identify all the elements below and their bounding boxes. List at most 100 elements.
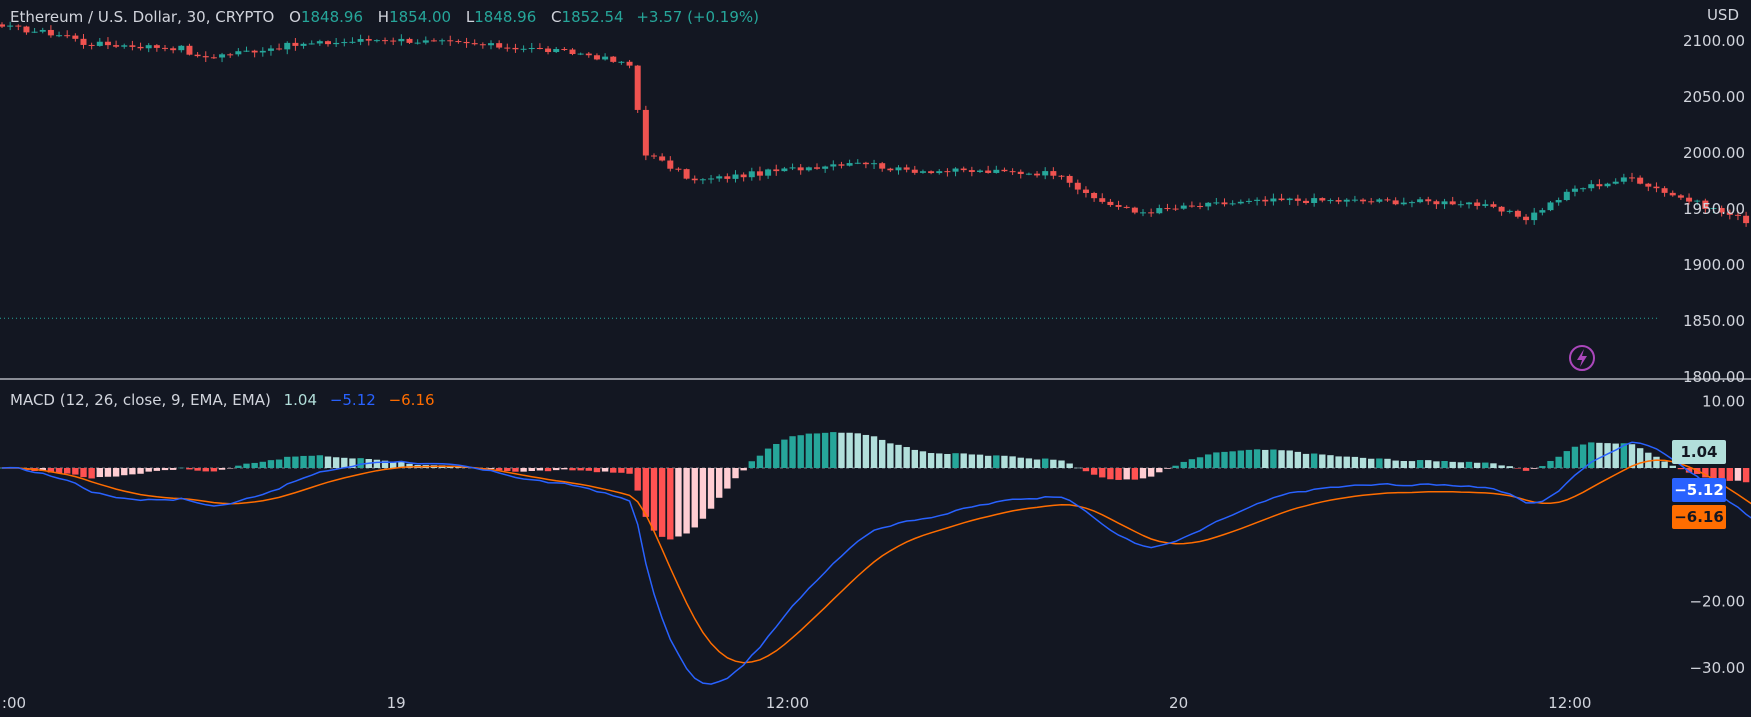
histogram-bar (585, 468, 592, 471)
macd-legend-macd: −5.12 (329, 391, 376, 409)
macd-tick-label: 10.00 (1702, 392, 1745, 410)
histogram-bar (699, 468, 707, 519)
histogram-bar (781, 439, 788, 468)
histogram-bar (1425, 460, 1432, 468)
histogram-bar (1359, 457, 1367, 468)
candle-body (985, 170, 992, 173)
histogram-bar (1620, 443, 1628, 468)
histogram-bar (1147, 468, 1155, 477)
candle-body (56, 35, 63, 37)
histogram-bar (520, 468, 527, 472)
histogram-bar (544, 468, 552, 472)
macd-legend-hist: 1.04 (283, 391, 318, 409)
lightning-icon[interactable] (1569, 345, 1595, 371)
candle-body (1449, 201, 1456, 205)
candle-body (1457, 204, 1464, 206)
histogram-bar (1172, 465, 1179, 468)
histogram-bar (903, 447, 910, 468)
candle-body (1498, 206, 1505, 212)
candle-body (1123, 206, 1130, 208)
histogram-bar (634, 468, 641, 491)
candle-body (1596, 184, 1603, 187)
candle-body (104, 41, 111, 46)
histogram-bar (137, 468, 144, 474)
macd-title[interactable]: MACD (12, 26, close, 9, EMA, EMA) (10, 391, 271, 409)
candle-body (781, 168, 788, 172)
histogram-bar (398, 461, 405, 468)
candle-body (1107, 201, 1114, 206)
candle-body (748, 171, 755, 178)
candle-body (1441, 201, 1448, 205)
candle-body (341, 42, 348, 44)
candle-body (1343, 199, 1350, 202)
histogram-bar (1400, 461, 1407, 468)
candle-body (1311, 198, 1318, 204)
candle-body (1726, 212, 1733, 215)
histogram-bar (96, 468, 103, 478)
histogram-bar (1107, 468, 1114, 480)
candle-body (862, 162, 869, 165)
candle-body (1066, 175, 1073, 183)
candle-body (805, 167, 812, 171)
candle-body (1131, 207, 1138, 213)
candle-body (1017, 171, 1024, 175)
candle-body (1580, 188, 1587, 190)
candle-body (708, 178, 715, 180)
candle-body (1571, 188, 1578, 192)
candle-body (259, 50, 266, 53)
candle-body (1156, 208, 1163, 214)
candle-body (23, 26, 30, 33)
candle-body (756, 171, 763, 176)
candle-body (667, 160, 674, 169)
candle-body (1637, 177, 1644, 184)
histogram-bar (1596, 442, 1603, 468)
histogram-bar (756, 455, 764, 468)
histogram-bar (275, 459, 283, 468)
histogram-bar (487, 468, 495, 469)
candle-body (1669, 192, 1676, 196)
candle-body (390, 40, 397, 42)
price-tick-label: 1850.00 (1683, 312, 1745, 330)
histogram-bar (1066, 463, 1073, 468)
histogram-bar (495, 468, 503, 471)
histogram-bar (895, 444, 902, 468)
histogram-bar (72, 468, 79, 475)
candle-body (1001, 169, 1008, 172)
candle-body (993, 169, 1000, 173)
candle-body (170, 48, 177, 51)
time-tick-label: 19 (387, 694, 406, 712)
histogram-bar (536, 468, 544, 471)
candle-body (1335, 200, 1342, 202)
candle-body (430, 40, 437, 42)
candle-body (789, 167, 796, 169)
histogram-bar (1262, 449, 1269, 468)
histogram-bar (650, 468, 658, 531)
candle-body (1612, 181, 1619, 184)
histogram-bar (1563, 451, 1570, 468)
histogram-bar (561, 468, 568, 470)
histogram-bar (1074, 467, 1081, 469)
histogram-bar (332, 457, 340, 468)
histogram-bar (1245, 449, 1253, 468)
candle-body (504, 47, 511, 49)
histogram-bar (1050, 459, 1057, 468)
candle-body (1115, 205, 1122, 207)
currency-label[interactable]: USD (1706, 6, 1739, 24)
histogram-bar (952, 453, 959, 468)
price-tick-label: 1800.00 (1683, 368, 1745, 386)
candle-body (276, 48, 283, 50)
candle-body (113, 45, 120, 47)
histogram-bar (577, 468, 584, 471)
histogram-bar (1115, 468, 1122, 480)
histogram-bar (235, 465, 242, 468)
histogram-bar (300, 455, 307, 468)
candle-body (1205, 202, 1212, 207)
histogram-bar (667, 468, 674, 540)
histogram-bar (55, 468, 63, 474)
candle-body (0, 24, 5, 27)
candle-body (15, 25, 22, 27)
histogram-bar (1188, 459, 1196, 468)
symbol-title[interactable]: Ethereum / U.S. Dollar, 30, CRYPTO (10, 8, 275, 26)
macd-legend-signal: −6.16 (388, 391, 435, 409)
